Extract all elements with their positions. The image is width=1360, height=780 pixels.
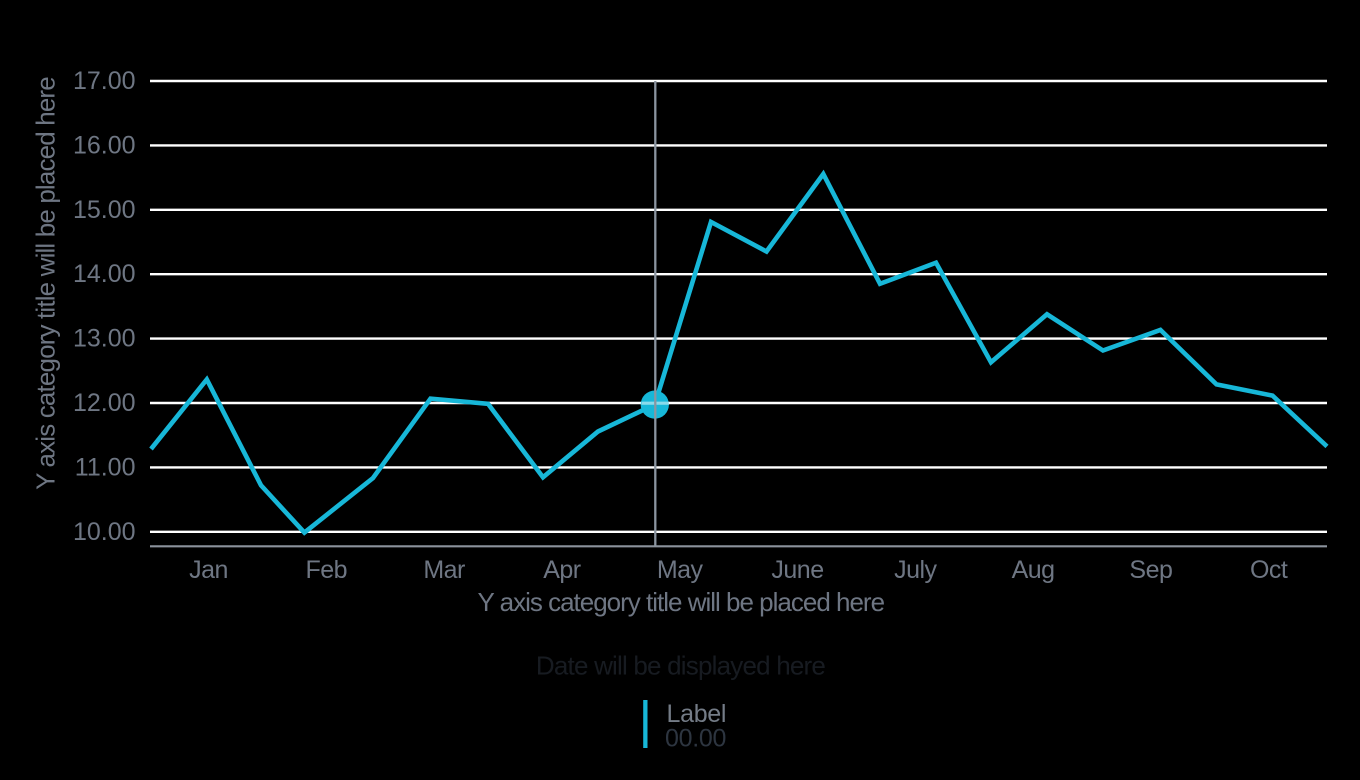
svg-text:Aug: Aug xyxy=(1012,556,1055,584)
svg-text:July: July xyxy=(894,556,937,584)
svg-text:Label: Label xyxy=(667,700,727,728)
svg-text:Sep: Sep xyxy=(1129,556,1172,584)
svg-text:12.00: 12.00 xyxy=(73,389,136,417)
svg-text:15.00: 15.00 xyxy=(73,196,136,224)
svg-text:Oct: Oct xyxy=(1250,556,1288,584)
svg-text:Y axis category title will be: Y axis category title will be placed her… xyxy=(478,587,885,617)
svg-text:00.00: 00.00 xyxy=(665,724,726,752)
svg-text:17.00: 17.00 xyxy=(73,67,136,95)
svg-text:11.00: 11.00 xyxy=(75,453,136,481)
svg-text:Date will be displayed here: Date will be displayed here xyxy=(536,650,825,680)
svg-text:May: May xyxy=(657,556,704,584)
svg-text:Jan: Jan xyxy=(189,556,228,584)
svg-text:Mar: Mar xyxy=(423,556,465,584)
svg-text:June: June xyxy=(771,556,823,584)
svg-text:14.00: 14.00 xyxy=(73,260,136,288)
svg-text:Apr: Apr xyxy=(543,556,581,584)
svg-text:16.00: 16.00 xyxy=(73,131,136,159)
svg-text:Feb: Feb xyxy=(306,556,348,584)
svg-text:13.00: 13.00 xyxy=(73,325,136,353)
svg-text:10.00: 10.00 xyxy=(73,518,136,546)
svg-text:Y axis category title will be: Y axis category title will be placed her… xyxy=(31,77,61,490)
